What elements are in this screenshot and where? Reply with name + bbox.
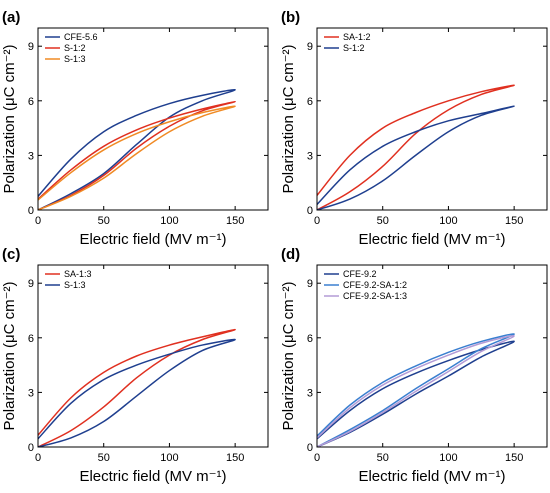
series-curves [317, 84, 515, 210]
loop-CFE-9.2-SA-1:3 [317, 335, 515, 447]
legend-entry: S-1:3 [64, 54, 86, 64]
y-tick-label: 6 [28, 333, 34, 345]
panel-label: (a) [2, 9, 20, 26]
legend-entry: S-1:2 [64, 43, 86, 53]
y-tick-label: 0 [307, 442, 313, 454]
y-tick-label: 3 [28, 387, 34, 399]
panel-a: 0 50 100 150 0 3 6 9 Electric field (MV m⁻¹) Pola… [1, 9, 269, 248]
plot-frame [316, 264, 548, 448]
loop-SA-1:3 [38, 328, 236, 447]
x-tick-label: 150 [226, 215, 244, 227]
plot-frame [37, 264, 269, 448]
x-tick-label: 100 [160, 215, 178, 227]
x-axis-title: Electric field (MV m⁻¹) [358, 468, 505, 485]
y-axis-title: Polarization (μC cm⁻²) [280, 281, 297, 430]
y-tick-label: 3 [307, 150, 313, 162]
x-tick-label: 100 [439, 215, 457, 227]
y-tick-label: 6 [307, 96, 313, 108]
y-tick-label: 9 [28, 41, 34, 53]
y-axis-title: Polarization (μC cm⁻²) [1, 281, 18, 430]
loop-CFE-9.2 [317, 340, 515, 447]
y-tick-label: 3 [28, 150, 34, 162]
series-curves [38, 89, 236, 210]
x-axis-title: Electric field (MV m⁻¹) [79, 468, 226, 485]
y-tick-label: 0 [28, 442, 34, 454]
panel-label: (b) [281, 9, 300, 26]
loop-S-1:3 [38, 338, 236, 447]
legend: SA-1:3S-1:3 [45, 269, 92, 290]
panel-b: 0 50 100 150 0 3 6 9 Electric field (MV m⁻¹) Pola… [280, 9, 548, 248]
legend-entry: SA-1:2 [343, 32, 371, 42]
y-tick-label: 6 [307, 333, 313, 345]
x-tick-label: 0 [314, 452, 320, 464]
legend: SA-1:2S-1:2 [324, 32, 371, 53]
legend-entry: S-1:3 [64, 280, 86, 290]
legend-entry: CFE-9.2 [343, 269, 377, 279]
x-tick-label: 100 [439, 452, 457, 464]
loop-SA-1:2 [317, 84, 515, 210]
plot-frame [37, 27, 269, 211]
series-curves [38, 328, 236, 447]
loop-CFE-9.2-SA-1:2 [317, 333, 515, 447]
y-tick-label: 6 [28, 96, 34, 108]
legend-entry: SA-1:3 [64, 269, 92, 279]
x-tick-label: 150 [505, 452, 523, 464]
x-axis-title: Electric field (MV m⁻¹) [79, 231, 226, 248]
x-tick-label: 50 [377, 215, 389, 227]
x-tick-label: 50 [98, 215, 110, 227]
x-tick-label: 150 [505, 215, 523, 227]
legend: CFE-5.6S-1:2S-1:3 [45, 32, 98, 64]
panel-c: 0 50 100 150 0 3 6 9 Electric field (MV m⁻¹) Pola… [1, 246, 269, 485]
panel-label: (d) [281, 246, 300, 263]
x-tick-label: 150 [226, 452, 244, 464]
x-tick-label: 0 [35, 452, 41, 464]
loop-CFE-5.6 [38, 89, 236, 210]
loop-S-1:3 [38, 105, 236, 210]
legend-entry: CFE-9.2-SA-1:2 [343, 280, 407, 290]
y-tick-label: 0 [28, 205, 34, 217]
x-tick-label: 0 [35, 215, 41, 227]
legend-entry: CFE-5.6 [64, 32, 98, 42]
panel-label: (c) [2, 246, 20, 263]
y-tick-label: 3 [307, 387, 313, 399]
legend-entry: S-1:2 [343, 43, 365, 53]
y-tick-label: 9 [307, 278, 313, 290]
x-tick-label: 50 [377, 452, 389, 464]
plot-frame [316, 27, 548, 211]
legend-entry: CFE-9.2-SA-1:3 [343, 291, 407, 301]
x-tick-label: 0 [314, 215, 320, 227]
loop-S-1:2 [38, 100, 236, 210]
y-tick-label: 9 [307, 41, 313, 53]
panel-d: 0 50 100 150 0 3 6 9 Electric field (MV m⁻¹) Pola… [280, 246, 548, 485]
x-tick-label: 50 [98, 452, 110, 464]
loop-S-1:2 [317, 105, 515, 210]
x-tick-label: 100 [160, 452, 178, 464]
y-tick-label: 9 [28, 278, 34, 290]
y-axis-title: Polarization (μC cm⁻²) [280, 44, 297, 193]
x-axis-title: Electric field (MV m⁻¹) [358, 231, 505, 248]
y-axis-title: Polarization (μC cm⁻²) [1, 44, 18, 193]
y-tick-label: 0 [307, 205, 313, 217]
series-curves [317, 333, 515, 447]
